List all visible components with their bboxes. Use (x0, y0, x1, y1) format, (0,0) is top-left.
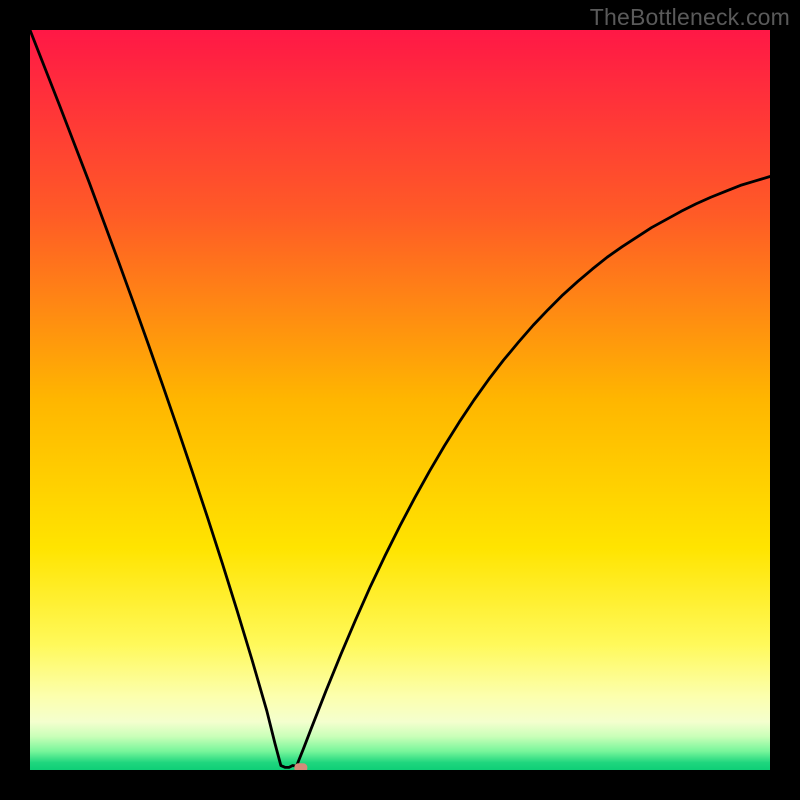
gradient-background (30, 30, 770, 770)
plot-area (30, 30, 770, 770)
chart-frame: TheBottleneck.com (0, 0, 800, 800)
nadir-marker (294, 763, 307, 770)
plot-svg (30, 30, 770, 770)
watermark-text: TheBottleneck.com (590, 4, 790, 31)
